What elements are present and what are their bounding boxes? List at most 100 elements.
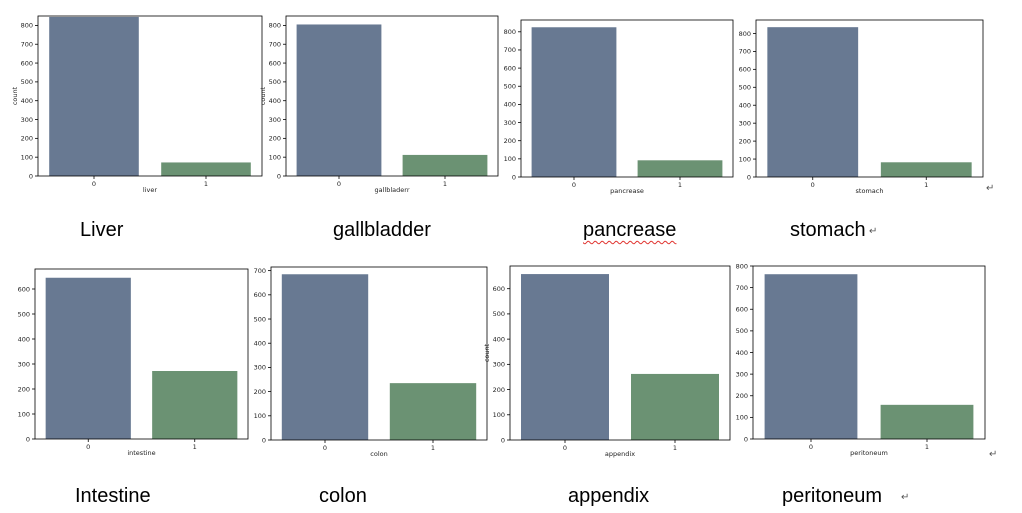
y-axis-label: count (11, 86, 19, 105)
chart-caption-stomach: stomach (790, 219, 866, 241)
bar (637, 160, 723, 177)
y-tick-label: 500 (504, 83, 516, 91)
y-tick-label: 500 (254, 315, 266, 323)
y-tick-label: 600 (739, 66, 751, 74)
y-tick-label: 800 (736, 262, 748, 270)
chart-panel: 0 100 200 300 400 500 600 700 800 0 1 peritoneum (736, 262, 986, 457)
x-tick-label: 0 (92, 180, 96, 188)
bar-chart: 0 100 200 300 400 500 600 700 800 0 1 liver count (11, 15, 263, 194)
y-tick-label: 0 (512, 173, 516, 181)
bar (521, 274, 609, 440)
bar-chart: 0 100 200 300 400 500 600 700 0 1 colon (254, 266, 488, 458)
plot-frame (37, 15, 263, 177)
paragraph-mark-icon: ↵ (989, 449, 998, 460)
y-tick-label: 400 (736, 349, 748, 357)
y-tick-label: 100 (493, 411, 505, 419)
bar-chart: 0 100 200 300 400 500 600 700 800 0 1 peritoneum (736, 262, 986, 457)
y-tick-label: 400 (21, 97, 33, 105)
y-tick-label: 400 (493, 335, 505, 343)
x-axis-label: intestine (127, 449, 155, 457)
y-tick-label: 100 (18, 410, 30, 418)
y-tick-label: 600 (736, 306, 748, 314)
y-tick-label: 400 (254, 340, 266, 348)
bar-chart: 0 100 200 300 400 500 600 700 800 0 1 stomach (739, 19, 984, 195)
bar (880, 404, 974, 439)
chart-panel: 0 100 200 300 400 500 600 0 1 intestine (18, 268, 249, 457)
y-tick-label: 800 (21, 22, 33, 30)
x-tick-label: 1 (924, 181, 928, 189)
y-tick-label: 300 (18, 360, 30, 368)
x-tick-label: 1 (431, 444, 435, 452)
y-tick-label: 300 (493, 361, 505, 369)
bar (296, 24, 382, 177)
y-tick-label: 0 (26, 435, 30, 443)
x-tick-label: 1 (678, 181, 682, 189)
x-tick-label: 0 (86, 443, 90, 451)
y-tick-label: 600 (269, 59, 281, 67)
y-tick-label: 100 (504, 155, 516, 163)
y-tick-label: 200 (21, 135, 33, 143)
paragraph-mark-icon: ↵ (986, 183, 995, 194)
y-axis-label: count (259, 86, 267, 105)
plot-frame (509, 265, 731, 441)
bar (152, 371, 238, 439)
plot-frame (520, 19, 734, 178)
y-tick-label: 0 (29, 172, 33, 180)
x-axis-label: liver (143, 186, 157, 194)
x-tick-label: 0 (809, 443, 813, 451)
x-axis-label: appendix (605, 450, 635, 458)
bar-chart: 0 100 200 300 400 500 600 700 800 0 1 pancrease (504, 19, 734, 195)
x-tick-label: 1 (204, 180, 208, 188)
bar (49, 16, 139, 176)
x-axis-label: gallbladerr (375, 186, 410, 194)
bar (389, 383, 477, 440)
y-tick-label: 300 (736, 370, 748, 378)
y-tick-label: 800 (269, 22, 281, 30)
bar-chart: 0 100 200 300 400 500 600 0 1 intestine (18, 268, 249, 457)
y-tick-label: 600 (504, 64, 516, 72)
y-tick-label: 200 (736, 392, 748, 400)
bar-chart: 0 100 200 300 400 500 600 0 1 appendix count (483, 265, 731, 458)
chart-caption-gallbladder: gallbladder (333, 219, 431, 241)
y-tick-label: 0 (277, 172, 281, 180)
x-axis-label: stomach (856, 187, 884, 195)
x-axis-label: colon (370, 450, 387, 458)
y-tick-label: 100 (254, 412, 266, 420)
y-tick-label: 700 (254, 267, 266, 275)
chart-panel: 0 100 200 300 400 500 600 0 1 appendix count (483, 265, 731, 458)
chart-caption-peritoneum: peritoneum (782, 485, 883, 507)
y-tick-label: 200 (739, 137, 751, 145)
chart-caption-appendix: appendix (568, 485, 650, 507)
y-tick-label: 700 (21, 41, 33, 49)
chart-panel: 0 100 200 300 400 500 600 700 800 0 1 pancrease (504, 19, 734, 195)
y-tick-label: 500 (493, 310, 505, 318)
y-tick-label: 400 (739, 102, 751, 110)
y-tick-label: 700 (504, 46, 516, 54)
chart-caption-liver: Liver (80, 219, 124, 241)
chart-panel: 0 100 200 300 400 500 600 700 800 0 1 liver count (11, 15, 263, 194)
y-tick-label: 500 (21, 78, 33, 86)
y-tick-label: 600 (18, 285, 30, 293)
y-tick-label: 0 (744, 435, 748, 443)
plot-frame (270, 266, 488, 441)
y-tick-label: 400 (504, 101, 516, 109)
y-tick-label: 100 (21, 153, 33, 161)
y-tick-label: 500 (736, 327, 748, 335)
chart-caption-intestine: Intestine (75, 485, 151, 507)
y-tick-label: 300 (254, 364, 266, 372)
y-tick-label: 600 (21, 59, 33, 67)
y-tick-label: 200 (18, 385, 30, 393)
y-tick-label: 700 (736, 284, 748, 292)
bar (631, 373, 719, 440)
y-tick-label: 700 (269, 41, 281, 49)
y-tick-label: 200 (504, 137, 516, 145)
x-tick-label: 0 (811, 181, 815, 189)
y-tick-label: 500 (739, 84, 751, 92)
bar (880, 162, 972, 177)
x-tick-label: 0 (572, 181, 576, 189)
x-axis-label: pancrease (610, 187, 644, 195)
y-tick-label: 300 (269, 116, 281, 124)
plot-frame (34, 268, 249, 440)
y-tick-label: 800 (504, 28, 516, 36)
x-tick-label: 1 (925, 443, 929, 451)
